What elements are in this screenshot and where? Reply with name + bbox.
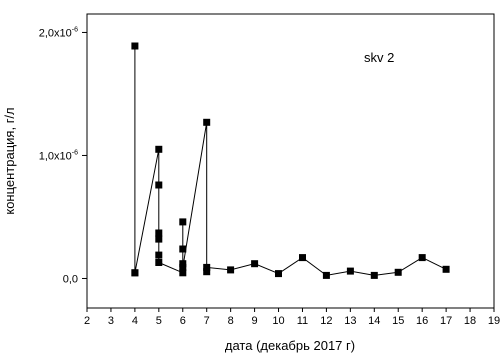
data-point — [179, 269, 187, 277]
data-point — [131, 269, 139, 277]
y-tick-label: 1,0x10-6 — [39, 149, 78, 162]
plot-frame — [86, 13, 495, 309]
data-point — [370, 271, 378, 279]
axis-ticks: 2 3 4 5 6 7 8 9 10 11 12 13 14 15 16 17 18 19 0,0 1,0x10-6 2… — [39, 26, 500, 327]
data-point — [203, 268, 211, 276]
data-point — [442, 265, 450, 273]
x-tick-label: 8 — [228, 315, 234, 327]
y-tick-label: 2,0x10-6 — [39, 26, 78, 39]
x-tick-label: 16 — [416, 315, 428, 327]
data-point — [155, 229, 163, 237]
data-points — [131, 42, 450, 279]
x-tick-label: 9 — [252, 315, 258, 327]
x-tick-label: 10 — [272, 315, 284, 327]
x-tick-label: 2 — [84, 315, 90, 327]
data-point — [394, 268, 402, 276]
x-tick-label: 7 — [204, 315, 210, 327]
data-point — [275, 270, 282, 278]
data-point — [155, 259, 163, 266]
x-axis-label: дата (декабрь 2017 г) — [225, 338, 355, 353]
x-tick-label: 11 — [297, 315, 308, 327]
data-point — [179, 245, 187, 253]
data-point — [179, 260, 187, 268]
series-path — [134, 46, 447, 276]
x-tick-label: 14 — [368, 315, 380, 327]
x-tick-label: 5 — [156, 315, 162, 327]
data-point — [346, 267, 354, 275]
data-point — [203, 263, 211, 271]
data-point — [227, 266, 235, 274]
x-tick-label: 6 — [180, 315, 186, 327]
data-point — [203, 118, 211, 126]
x-tick-label: 12 — [320, 315, 332, 327]
data-point — [418, 254, 426, 262]
data-point — [131, 42, 139, 50]
x-tick-label: 17 — [440, 315, 452, 327]
x-tick-label: 15 — [392, 315, 404, 327]
data-point — [155, 251, 163, 259]
y-axis-label: концентрация, г/л — [2, 107, 17, 214]
data-point — [179, 263, 187, 271]
series-line — [134, 46, 447, 276]
data-point — [179, 218, 187, 226]
data-point — [299, 254, 306, 262]
data-point — [322, 271, 330, 279]
x-tick-label: 19 — [488, 315, 500, 327]
data-point — [155, 235, 163, 243]
data-point — [155, 145, 163, 153]
x-tick-label: 13 — [344, 315, 356, 327]
data-point — [155, 181, 163, 189]
y-tick-label: 0,0 — [63, 273, 78, 285]
chart-annotation: skv 2 — [364, 50, 394, 65]
data-point — [251, 260, 259, 268]
x-tick-label: 3 — [108, 315, 114, 327]
x-tick-label: 18 — [464, 315, 476, 327]
x-tick-label: 4 — [132, 315, 138, 327]
